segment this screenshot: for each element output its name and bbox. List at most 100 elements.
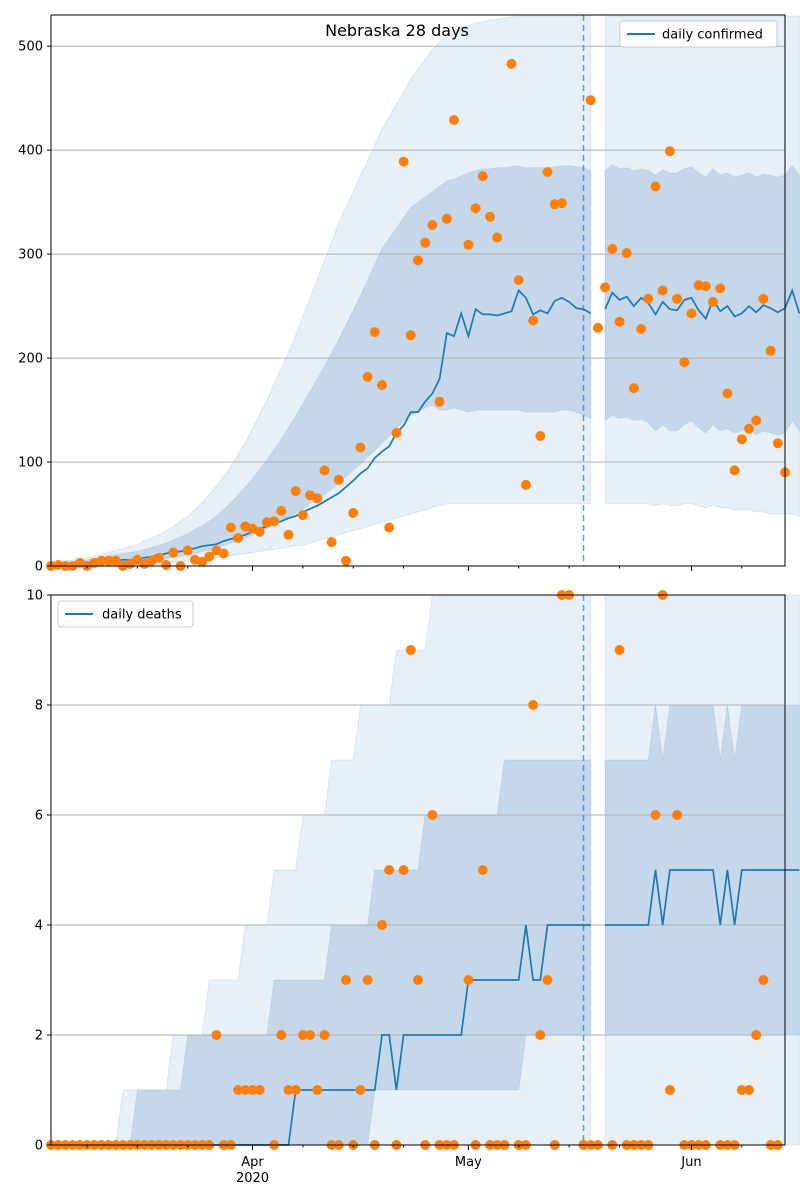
- observed-point: [470, 203, 481, 214]
- x-tick-label: May: [455, 1155, 482, 1170]
- observed-point: [729, 465, 740, 476]
- observed-point: [297, 510, 308, 521]
- y-tick-label: 6: [35, 809, 43, 824]
- observed-point: [405, 330, 416, 341]
- observed-point: [290, 486, 301, 497]
- observed-point: [715, 283, 726, 294]
- observed-point: [528, 315, 539, 326]
- observed-point: [506, 58, 517, 69]
- observed-point: [384, 865, 395, 875]
- observed-point: [413, 255, 423, 266]
- observed-point: [556, 198, 567, 209]
- y-tick-label: 400: [18, 144, 43, 159]
- observed-point: [485, 211, 495, 222]
- observed-point: [643, 293, 654, 304]
- observed-point: [384, 522, 395, 533]
- observed-point: [679, 357, 690, 368]
- observed-point: [341, 975, 351, 985]
- observed-point: [744, 1085, 754, 1095]
- observed-point: [751, 1030, 762, 1040]
- observed-point: [254, 1085, 265, 1095]
- observed-point: [182, 545, 193, 556]
- observed-point: [621, 248, 632, 259]
- observed-point: [110, 555, 121, 566]
- observed-point: [348, 508, 359, 518]
- observed-point: [254, 526, 265, 537]
- confirmed-observed-points: [46, 58, 790, 571]
- confirmed-y-ticks: 0 100 200 300 400 500: [18, 40, 51, 575]
- observed-point: [535, 431, 546, 441]
- observed-point: [276, 1030, 287, 1040]
- observed-point: [449, 115, 459, 125]
- observed-point: [103, 555, 114, 566]
- observed-point: [96, 555, 107, 566]
- observed-point: [592, 322, 603, 333]
- observed-point: [657, 285, 668, 296]
- deaths-axes: [50, 594, 786, 1146]
- observed-point: [614, 645, 625, 655]
- observed-point: [744, 423, 754, 434]
- y-tick-label: 0: [35, 1139, 43, 1154]
- observed-point: [628, 383, 639, 394]
- observed-point: [686, 308, 697, 319]
- series-line-segment-1: [604, 287, 800, 321]
- plot-frame: [50, 14, 786, 567]
- x-tick-label: Apr: [241, 1155, 264, 1170]
- observed-point: [305, 1030, 316, 1040]
- x-tick-sublabel: 2020: [236, 1171, 269, 1186]
- series-line-segment-1: [605, 869, 800, 926]
- observed-point: [269, 516, 280, 527]
- observed-point: [758, 293, 769, 304]
- observed-point: [355, 442, 366, 453]
- observed-point: [672, 293, 683, 304]
- observed-point: [153, 552, 164, 563]
- observed-point: [168, 547, 179, 558]
- observed-point: [650, 181, 661, 192]
- observed-point: [607, 243, 618, 254]
- observed-point: [477, 171, 488, 182]
- plot-frame: [50, 594, 786, 1146]
- x-tick-label: Jun: [680, 1155, 701, 1170]
- observed-point: [290, 1085, 301, 1095]
- observed-point: [672, 810, 683, 820]
- observed-point: [218, 548, 229, 559]
- observed-point: [736, 434, 747, 445]
- observed-point: [391, 427, 402, 438]
- observed-point: [636, 324, 647, 334]
- observed-point: [528, 700, 539, 710]
- observed-point: [362, 975, 373, 985]
- observed-point: [369, 327, 380, 338]
- observed-point: [377, 380, 387, 391]
- observed-point: [341, 555, 351, 566]
- observed-point: [427, 810, 438, 820]
- observed-point: [211, 1030, 222, 1040]
- observed-point: [283, 1085, 294, 1095]
- observed-point: [700, 281, 711, 292]
- deaths-legend: daily deaths: [57, 600, 194, 628]
- observed-point: [319, 465, 330, 476]
- y-tick-label: 2: [35, 1029, 43, 1044]
- confirmed-panel: 0 100 200 300 400 500 Nebraska 28 days daily …: [18, 14, 800, 575]
- observed-point: [297, 1030, 308, 1040]
- observed-point: [614, 316, 625, 327]
- observed-point: [434, 396, 445, 407]
- observed-point: [492, 232, 503, 243]
- observed-point: [283, 529, 294, 540]
- observed-point: [233, 532, 244, 543]
- observed-point: [535, 1030, 546, 1040]
- observed-point: [772, 438, 783, 449]
- y-tick-label: 0: [35, 560, 43, 575]
- confirmed-x-ticks: [86, 566, 743, 571]
- observed-point: [413, 975, 423, 985]
- y-tick-label: 4: [35, 919, 43, 934]
- observed-point: [513, 275, 524, 286]
- y-tick-label: 10: [26, 589, 43, 604]
- observed-point: [463, 975, 474, 985]
- observed-point: [520, 479, 531, 490]
- observed-point: [722, 388, 733, 399]
- observed-point: [736, 1085, 747, 1095]
- y-tick-label: 100: [18, 456, 43, 471]
- observed-point: [664, 1085, 675, 1095]
